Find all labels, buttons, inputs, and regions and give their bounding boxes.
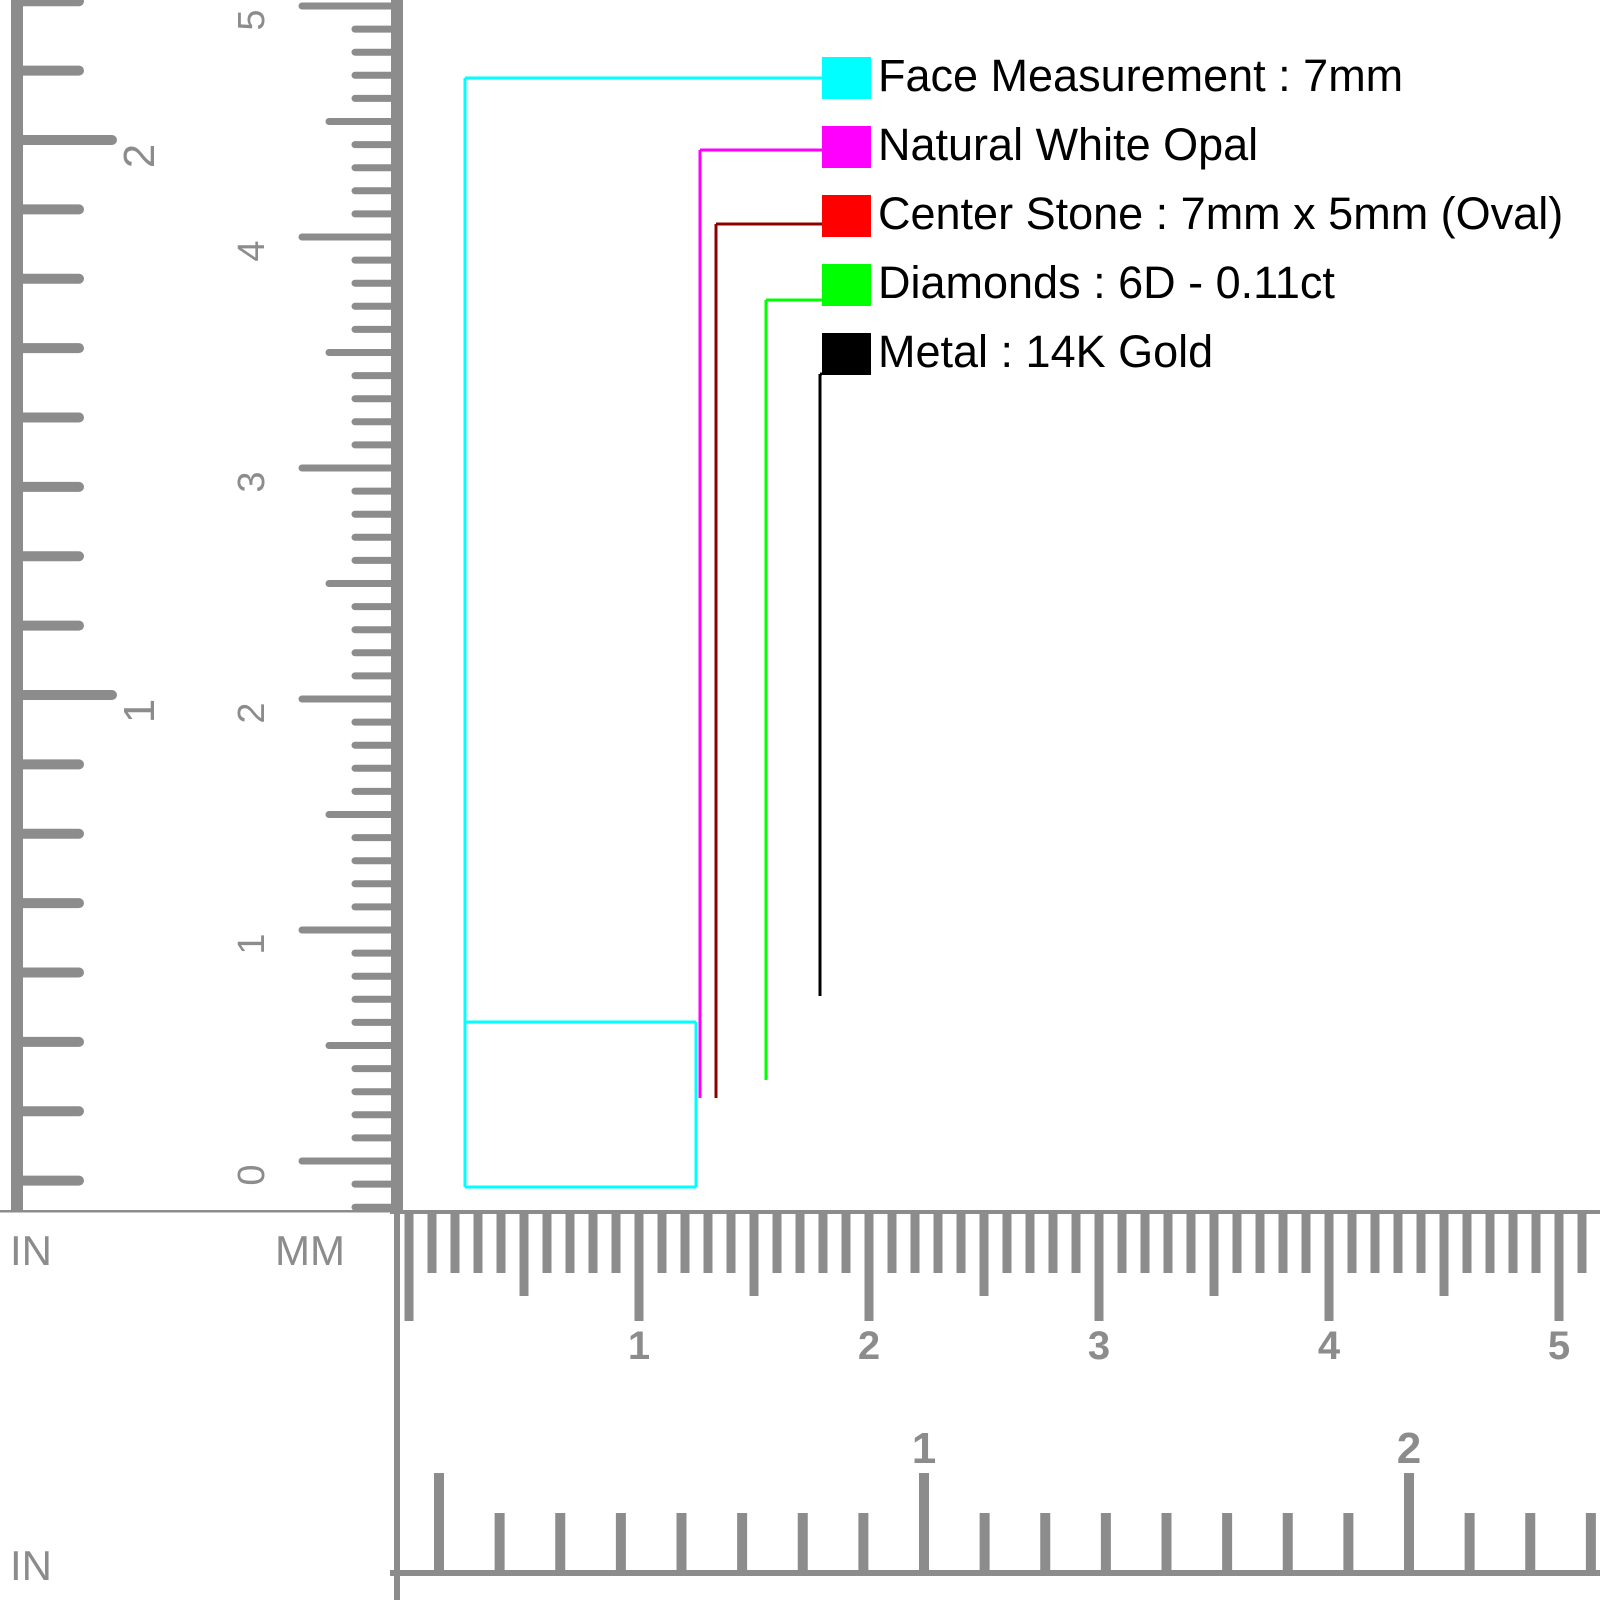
- svg-text:3: 3: [1088, 1324, 1110, 1368]
- svg-text:IN: IN: [10, 1542, 52, 1589]
- svg-text:2: 2: [1397, 1424, 1421, 1473]
- svg-text:2: 2: [858, 1324, 880, 1368]
- svg-text:MM: MM: [275, 1227, 345, 1274]
- svg-text:4: 4: [1318, 1324, 1341, 1368]
- svg-text:IN: IN: [10, 1227, 52, 1274]
- svg-text:1: 1: [912, 1424, 936, 1473]
- svg-text:1: 1: [628, 1324, 650, 1368]
- svg-text:5: 5: [1548, 1324, 1570, 1368]
